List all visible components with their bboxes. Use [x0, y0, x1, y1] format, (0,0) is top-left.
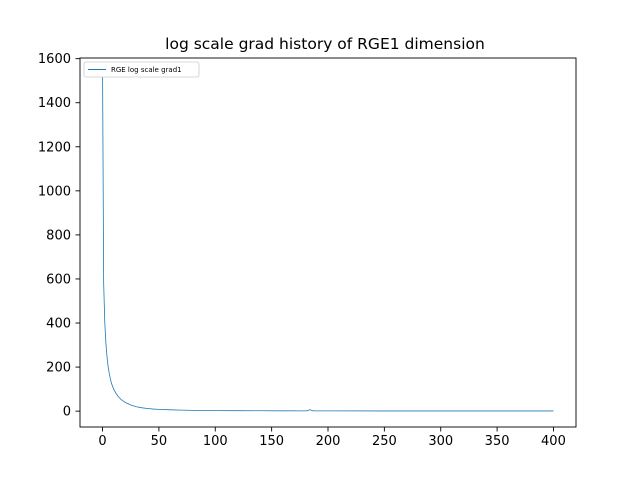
y-tick-label: 0: [63, 405, 71, 420]
y-tick-label: 800: [46, 228, 71, 243]
x-tick-label: 200: [316, 434, 341, 449]
y-tick-label: 1000: [38, 184, 71, 199]
legend: RGE log scale grad1: [83, 61, 200, 78]
x-tick-label: 0: [98, 434, 106, 449]
x-tick-label: 400: [541, 434, 566, 449]
plot-area-frame: [79, 57, 577, 428]
x-tick-label: 350: [485, 434, 510, 449]
x-tick-label: 250: [372, 434, 397, 449]
y-axis: 0 200 400 600 800 1000 1200 1400 1600: [38, 52, 80, 420]
y-tick-label: 200: [46, 361, 71, 376]
y-tick-label: 1400: [38, 96, 71, 111]
x-tick-label: 50: [151, 434, 168, 449]
y-tick-label: 1200: [38, 140, 71, 155]
legend-box: [83, 61, 200, 78]
x-tick-label: 100: [203, 434, 228, 449]
x-tick-label: 150: [259, 434, 284, 449]
chart-title: log scale grad history of RGE1 dimension: [165, 35, 485, 53]
y-tick-label: 400: [46, 317, 71, 332]
series-line: [102, 67, 554, 412]
y-tick-label: 1600: [38, 52, 71, 67]
legend-label: RGE log scale grad1: [111, 66, 182, 74]
series-layer: [102, 67, 554, 412]
x-axis: 0 50 100 150 200 250 300 350 400: [98, 427, 566, 449]
y-tick-label: 600: [46, 272, 71, 287]
x-tick-label: 300: [428, 434, 453, 449]
